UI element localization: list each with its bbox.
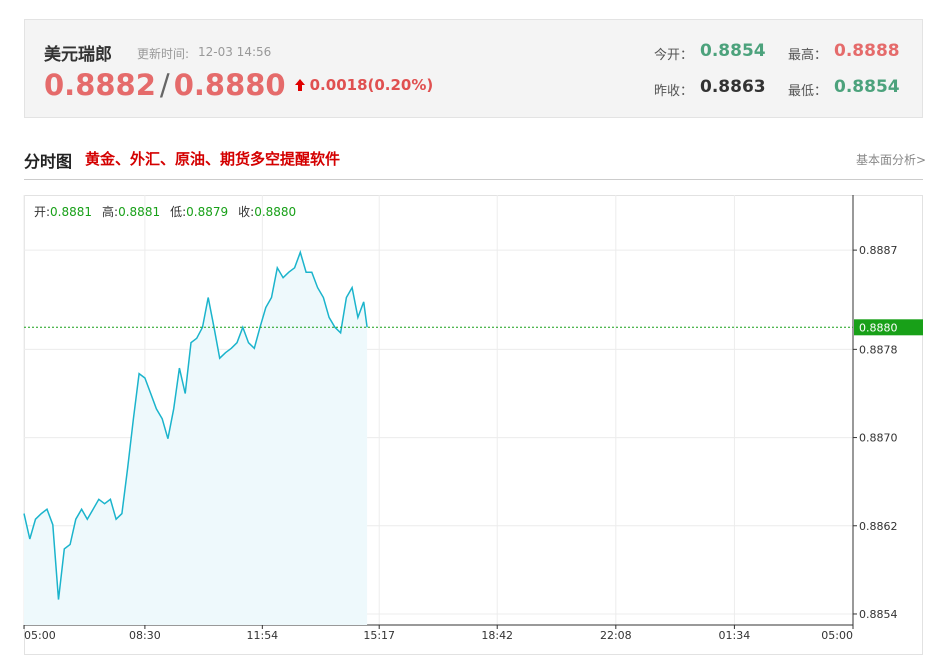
x-tick-label: 11:54 [246,629,278,642]
x-tick-label: 18:42 [481,629,513,642]
prev-close: 0.8863 [700,77,766,97]
open: 0.8854 [700,41,766,61]
price-row: 0.8882 / 0.8880 0.0018(0.20%) [44,68,433,102]
x-tick-label: 08:30 [129,629,161,642]
y-tick-label: 0.8854 [859,608,898,621]
symbol-name: 美元瑞郎 [44,45,112,65]
ohlc-label: 高: [102,204,118,219]
prev-close-label: 昨收： [654,84,694,99]
ohlc-label: 低: [170,205,186,219]
x-tick-label: 15:17 [363,629,395,642]
x-tick-label: 05:00 [24,629,56,642]
ohlc-label: 收: [238,205,254,219]
promo-link[interactable]: 黄金、外汇、原油、期货多空提醒软件 [85,150,341,168]
ohlc-label: 开: [34,205,50,219]
analysis-link[interactable]: 基本面分析> [856,153,927,167]
x-tick-label: 01:34 [719,629,751,642]
ohlc-value: 0.8881 [118,205,160,219]
ohlc-value: 0.8879 [186,205,228,219]
low: 0.8854 [834,77,900,97]
x-tick-label: 05:00 [821,629,853,642]
ohlc-value: 0.8880 [254,205,296,219]
section-title: 分时图 [24,152,73,171]
current-label: 0.8880 [859,321,898,334]
y-tick-label: 0.8887 [859,244,898,257]
area [24,252,368,626]
low-label: 最低： [788,84,828,99]
separator: / [159,68,170,102]
open-label: 今开： [654,48,694,63]
high: 0.8888 [834,41,900,61]
y-tick-label: 0.8862 [859,520,898,533]
current-box [854,319,923,336]
y-tick-label: 0.8870 [859,432,898,445]
x-tick-label: 22:08 [600,629,632,642]
update-label: 更新时间: [137,47,190,61]
ask: 0.8880 [173,68,286,102]
quote-header [24,19,923,118]
high-label: 最高： [788,48,828,63]
price-line [23,249,368,600]
ohlc-value: 0.8881 [50,205,92,219]
bid: 0.8882 [44,68,156,102]
up-arrow [294,79,305,91]
update-time: 12-03 14:56 [198,45,272,59]
change: 0.0018(0.20%) [309,76,434,94]
y-tick-label: 0.8878 [859,343,898,356]
divider [24,179,923,180]
